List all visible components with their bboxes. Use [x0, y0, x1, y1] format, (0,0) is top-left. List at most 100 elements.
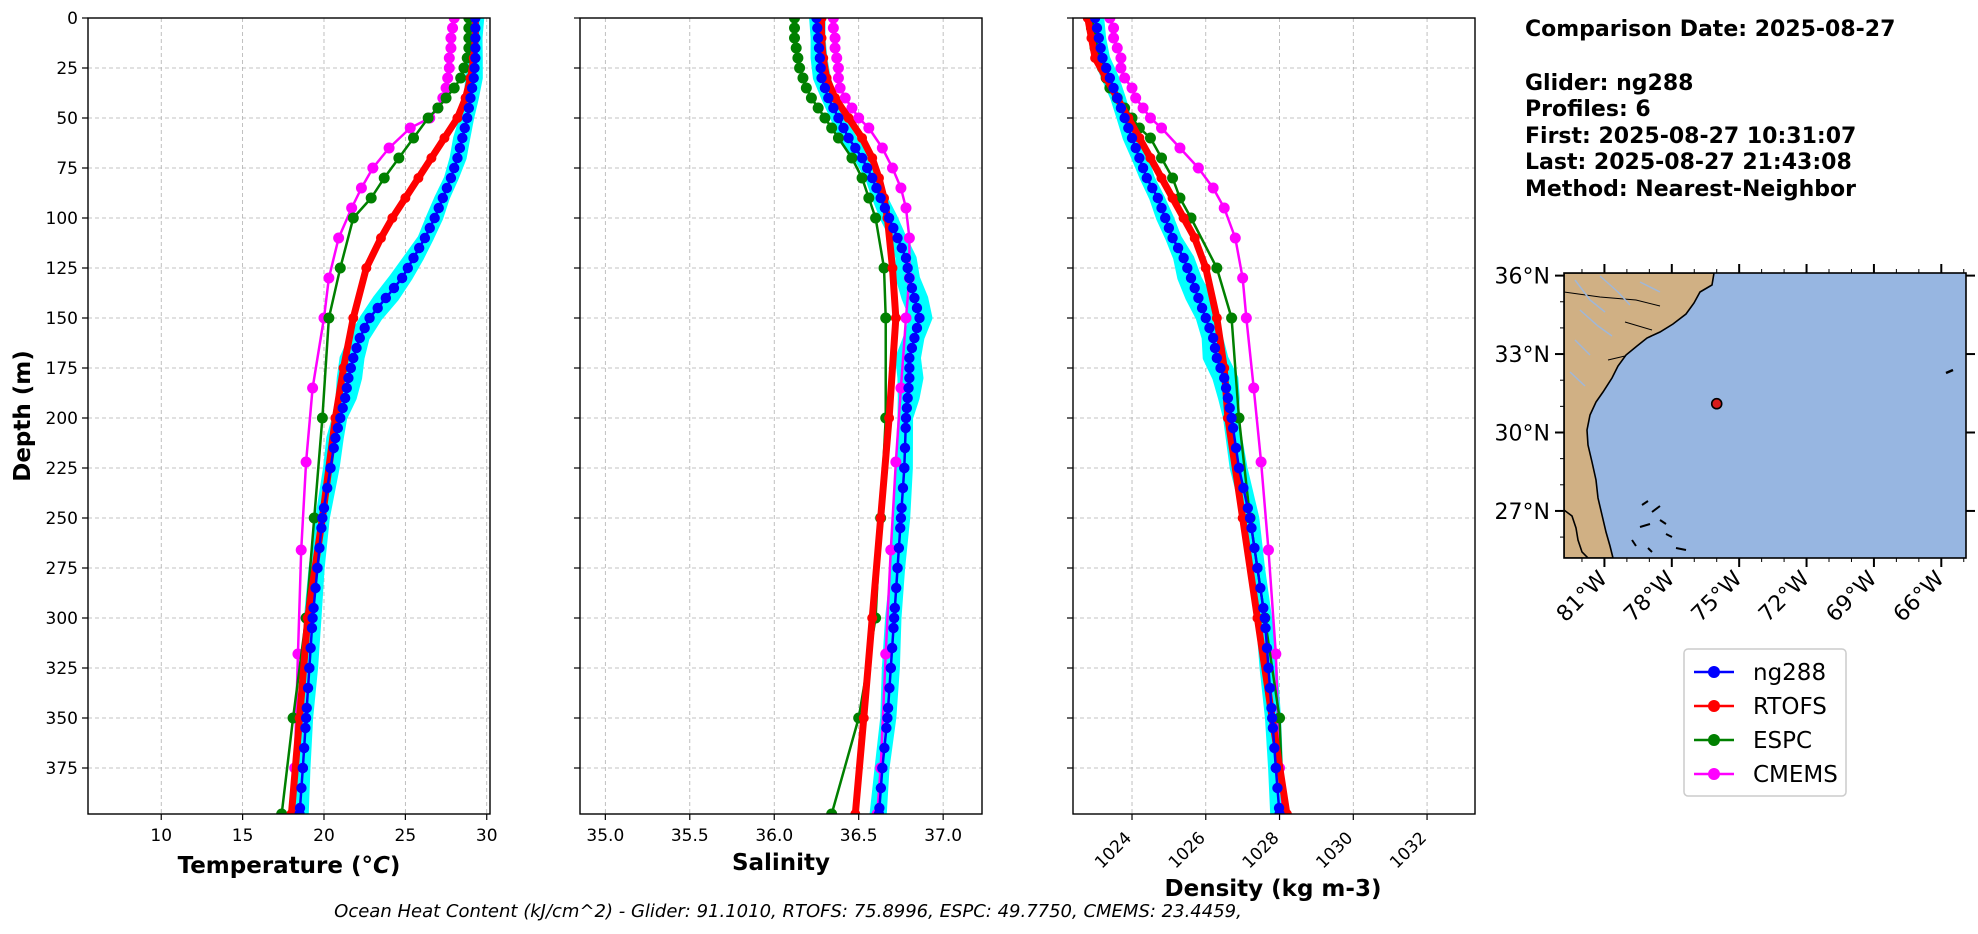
CMEMS-point [1229, 232, 1241, 244]
ng288-point [328, 442, 339, 454]
ng288-point [895, 522, 906, 534]
CMEMS-point [1111, 42, 1123, 54]
y-ticks: 0 25 50 75 100 125 150 175 200 225 250 275 300 325 350… [46, 9, 88, 779]
map-land-florida-gulf [1564, 509, 1590, 558]
y-tick-label: 300 [46, 609, 78, 629]
ng288-point [351, 342, 362, 354]
ng288-point [306, 622, 318, 634]
CMEMS-point [1192, 162, 1204, 174]
ESPC-point [792, 52, 804, 64]
ng288-point [330, 432, 341, 444]
CMEMS-point [1130, 92, 1142, 104]
ng288-point [470, 42, 481, 54]
plot-area [1082, 18, 1292, 814]
CMEMS-point [1144, 112, 1156, 124]
RTOFS-point [286, 809, 297, 814]
ng288-point [1147, 182, 1158, 194]
ng288-point [454, 142, 466, 154]
ng288-point [1141, 172, 1152, 184]
ESPC-point [878, 262, 890, 274]
RTOFS-point [338, 363, 349, 373]
RTOFS-point [426, 153, 437, 163]
ng288-point [1119, 112, 1130, 124]
ng288-point [317, 512, 328, 524]
ng288-point [339, 392, 351, 404]
location-map: 36°N 33°N 30°N 27°N 81°W 78°W 75°W 72°W 69°W 66°W [1495, 264, 1975, 627]
ocean-heat-content-footer: Ocean Heat Content (kJ/cm^2) - Glider: 9… [334, 901, 1242, 922]
ng288-point [888, 622, 899, 634]
ng288-point [364, 312, 375, 324]
ng288-point [892, 562, 903, 574]
ng288-point [893, 542, 905, 554]
y-ticks [574, 17, 580, 769]
ng288-point [896, 502, 907, 514]
ng288-point [312, 562, 323, 574]
y-tick-label: 50 [56, 109, 78, 129]
ng288-point [886, 642, 898, 654]
CMEMS-point [832, 72, 844, 84]
RTOFS-point [1237, 513, 1248, 523]
ng288-point [1130, 142, 1141, 154]
CMEMS-point [1108, 32, 1120, 44]
RTOFS-point [1145, 153, 1156, 163]
ng288-point [337, 402, 348, 414]
map-lon-label: 66°W [1889, 566, 1950, 627]
CMEMS-point [1119, 72, 1131, 84]
CMEMS-point [1255, 456, 1267, 468]
ESPC-point [789, 18, 801, 24]
CMEMS-point [445, 42, 457, 54]
map-rivers [1569, 275, 1661, 387]
ESPC-point [789, 32, 801, 44]
y-ticks [1067, 17, 1073, 769]
ng288-point [1260, 622, 1271, 634]
ESPC-point [1211, 262, 1223, 274]
CMEMS-point [443, 62, 455, 74]
ng288-point [1258, 602, 1269, 614]
map-land-us-southeast [1564, 273, 1715, 558]
glider-envelope-line [298, 18, 482, 814]
ng288-point [433, 202, 444, 214]
CMEMS-point [900, 312, 912, 324]
ng288-point [871, 182, 882, 194]
ng288-point [816, 72, 827, 84]
RTOFS-point [400, 193, 411, 203]
ng288-point [316, 522, 327, 534]
plot-area [276, 18, 485, 814]
CMEMS-point [831, 52, 843, 64]
CMEMS-point [1104, 18, 1116, 24]
ng288-point [882, 702, 894, 714]
ng288-point [297, 762, 309, 774]
ng288-point [1238, 482, 1249, 494]
y-tick-label: 100 [46, 209, 78, 229]
ng288-point [899, 442, 911, 454]
ng288-point [343, 372, 354, 384]
ng288-point [892, 232, 903, 244]
temperature-panel: 10 15 20 25 30025507510012515017520022525027… [46, 9, 498, 846]
ESPC-point [790, 42, 802, 54]
ng288-point [1244, 512, 1256, 524]
ESPC-point [316, 412, 328, 424]
ng288-point [441, 182, 453, 194]
RTOFS-point [1156, 173, 1167, 183]
RTOFS-point [875, 513, 886, 523]
ng288-point [888, 222, 899, 234]
CMEMS-point [1115, 52, 1127, 64]
RTOFS-point [1178, 213, 1189, 223]
map-lat-label: 36°N [1495, 265, 1550, 290]
ng288-point [1178, 252, 1189, 264]
ESPC-point [800, 82, 812, 94]
ng288-point [882, 712, 893, 724]
ng288-point [1259, 612, 1270, 624]
ESPC-point [870, 212, 882, 224]
glider-envelope-line [301, 18, 485, 814]
CMEMS-point [834, 82, 846, 94]
x-ticks: 35.0 35.5 36.0 36.5 37.0 [586, 814, 962, 846]
CMEMS-point [886, 162, 898, 174]
ng288-point [896, 242, 907, 254]
ng288-point [307, 612, 318, 624]
CMEMS-point [447, 22, 459, 34]
RTOFS-point [850, 809, 861, 814]
legend-marker-RTOFS [1708, 700, 1720, 712]
ng288-point [1267, 722, 1279, 734]
RTOFS-point [452, 113, 463, 123]
